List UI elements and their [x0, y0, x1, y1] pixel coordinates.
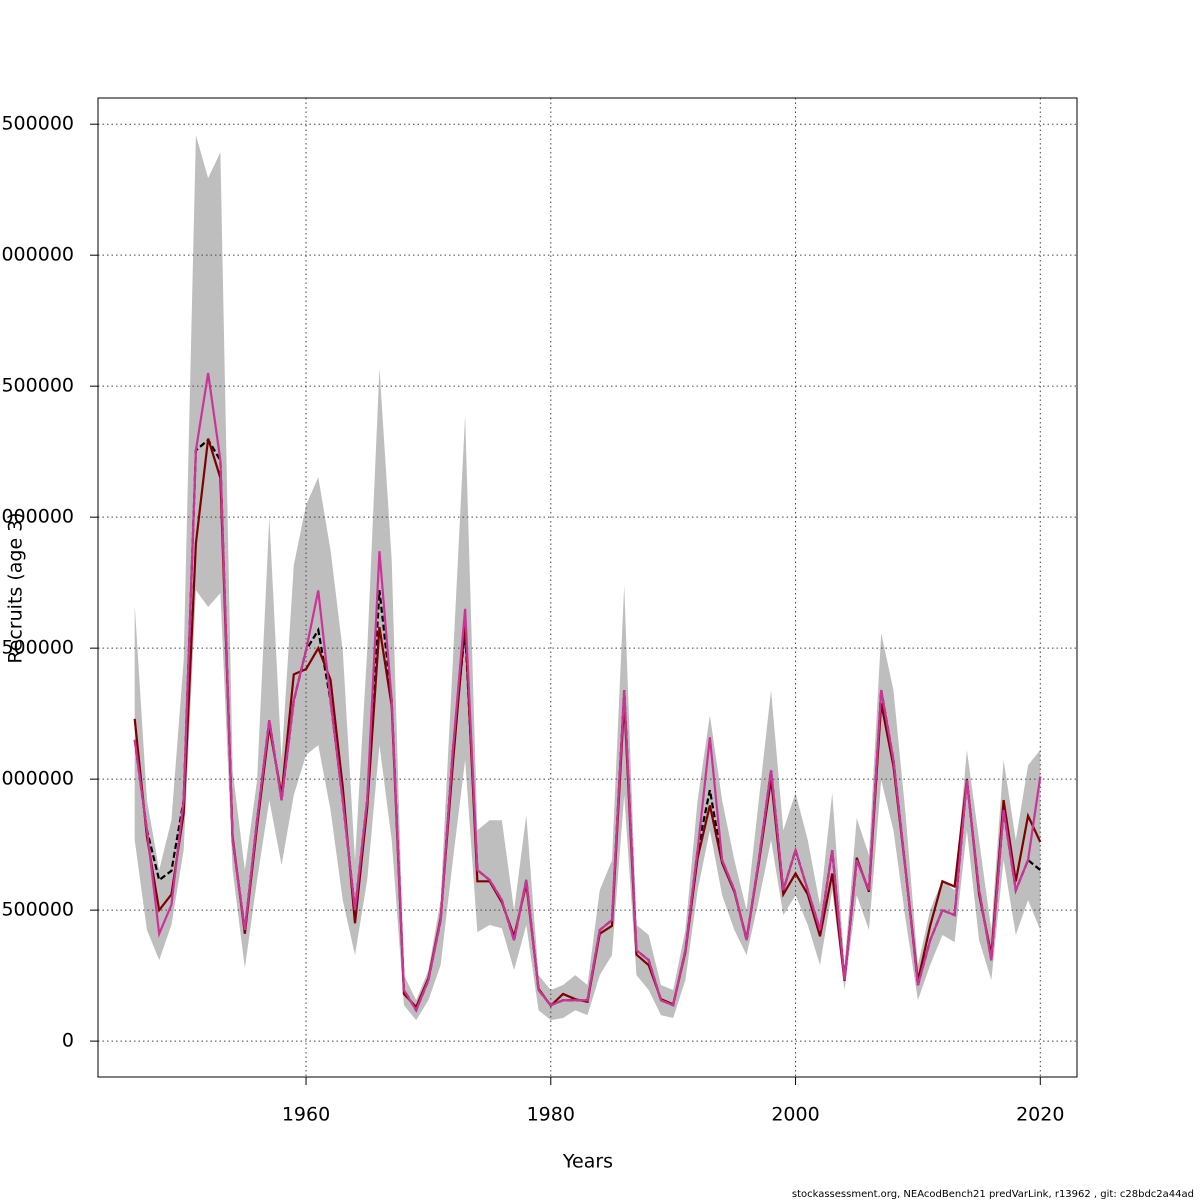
footer: stockassessment.org, NEAcodBench21 predV… — [792, 1189, 1194, 1200]
x-tick-label: 2020 — [1016, 1104, 1064, 1126]
y-tick-label: 0 — [62, 1030, 74, 1052]
series-line — [133, 438, 1042, 1010]
y-tick-label: 2500000 — [0, 375, 74, 397]
confidence-band — [134, 135, 1041, 1021]
series-line — [133, 372, 1042, 1013]
y-tick-label: 500000 — [1, 899, 74, 921]
y-tick-label: 3500000 — [0, 113, 74, 135]
y-tick-label: 2000000 — [0, 506, 74, 528]
x-tick-label: 1980 — [527, 1104, 575, 1126]
y-tick-label: 1000000 — [0, 768, 74, 790]
x-tick-label: 1960 — [282, 1104, 330, 1126]
plot-frame — [97, 97, 1078, 1078]
y-tick-label: 3000000 — [0, 244, 74, 266]
x-tick-label: 2000 — [771, 1104, 819, 1126]
x-axis-label: Years — [562, 1151, 613, 1173]
y-axis-label: Recruits (age 3) — [5, 512, 27, 663]
y-tick-label: 1500000 — [0, 637, 74, 659]
